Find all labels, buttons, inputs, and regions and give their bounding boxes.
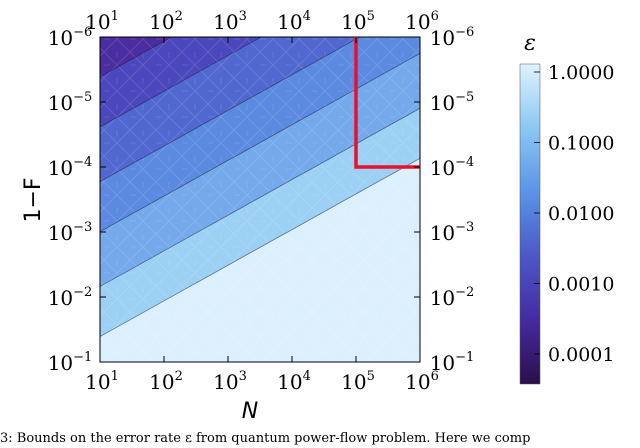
contour-line — [100, 37, 173, 78]
contour-line — [81, 0, 439, 33]
y-tick-label-right: 10−2 — [430, 285, 475, 310]
figure-caption: 3: Bounds on the error rate ε from quant… — [0, 431, 531, 446]
x-tick-label-top: 105 — [341, 9, 375, 34]
contour-line — [100, 107, 420, 287]
highlight-region — [354, 37, 420, 169]
x-tick-label-top: 104 — [277, 9, 311, 34]
colorbar-tick-label: 0.0100 — [548, 203, 614, 225]
x-tick-label-top: 106 — [405, 9, 439, 34]
y-axis-left: 10−6 10−5 10−4 10−3 10−2 10−1 — [48, 25, 106, 375]
y-tick-label: 10−2 — [48, 285, 93, 310]
y-tick-label: 10−3 — [48, 220, 93, 245]
highlight-boundary — [354, 37, 420, 169]
y-tick-label-right: 10−1 — [430, 350, 475, 375]
colorbar-label: ε — [524, 31, 536, 56]
x-tick-label: 102 — [149, 369, 183, 394]
x-axis-top: 101 102 103 104 105 106 — [85, 9, 439, 43]
y-tick-label-right: 10−6 — [430, 25, 475, 50]
y-tick-label: 10−4 — [48, 155, 93, 180]
plot-area — [70, 0, 450, 362]
y-tick-label-right: 10−5 — [430, 90, 475, 115]
y-axis-label: 1−F — [21, 177, 46, 222]
contour-line — [100, 157, 420, 337]
y-tick-label-right: 10−3 — [430, 220, 475, 245]
colorbar-gradient — [519, 63, 541, 385]
plot-texture — [100, 37, 420, 362]
contour-band — [70, 0, 450, 33]
y-tick-label: 10−5 — [48, 90, 93, 115]
x-tick-label: 101 — [85, 369, 119, 394]
contour-lines — [81, 0, 439, 337]
colorbar-tick-label: 0.0010 — [548, 274, 614, 296]
x-tick-label: 105 — [341, 369, 375, 394]
x-axis-label: N — [242, 399, 258, 424]
contour-line — [100, 53, 420, 233]
colorbar-tick-label: 0.1000 — [548, 133, 614, 155]
contour-line — [100, 37, 263, 128]
contour-line — [100, 37, 361, 183]
x-tick-label-top: 103 — [213, 9, 247, 34]
plot-frame — [99, 36, 421, 363]
x-tick-label-top: 101 — [85, 9, 119, 34]
colorbar-tick-label: 0.0001 — [548, 344, 614, 366]
x-tick-label: 103 — [213, 369, 247, 394]
colorbar: ε 1.0000 0.1000 0.0100 0.0010 0.0001 — [519, 31, 614, 385]
x-axis-bottom: 101 102 103 104 105 106 — [85, 356, 439, 394]
colorbar-tick-label: 1.0000 — [548, 62, 614, 84]
x-tick-label: 106 — [405, 369, 439, 394]
y-tick-label-right: 10−4 — [430, 155, 475, 180]
y-axis-right: 10−6 10−5 10−4 10−3 10−2 10−1 — [414, 25, 474, 375]
x-tick-label-top: 102 — [149, 9, 183, 34]
colorbar-ticks: 1.0000 0.1000 0.0100 0.0010 0.0001 — [534, 62, 614, 366]
y-tick-label: 10−1 — [48, 350, 93, 375]
x-tick-label: 104 — [277, 369, 311, 394]
y-tick-label: 10−6 — [48, 25, 93, 50]
